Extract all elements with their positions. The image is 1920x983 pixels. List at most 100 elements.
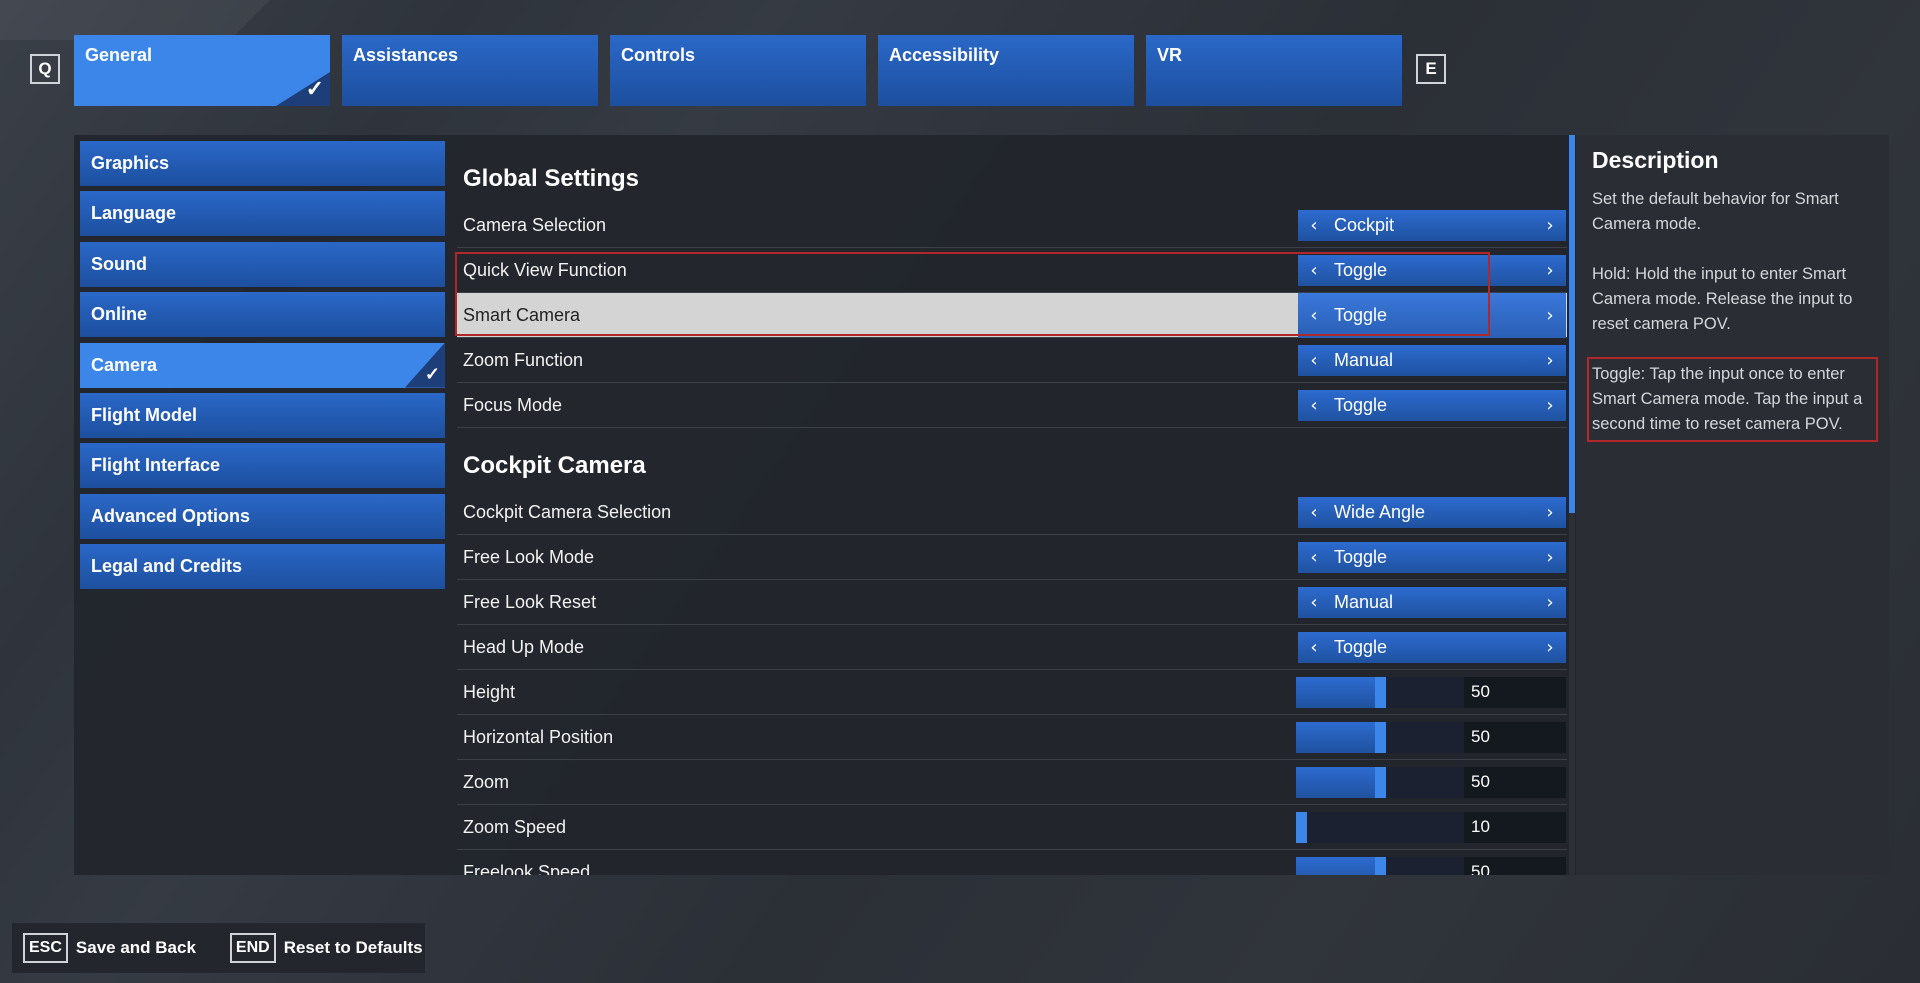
chevron-right-icon[interactable]: › [1546, 636, 1554, 658]
slider-handle[interactable] [1375, 856, 1386, 875]
slider[interactable]: 50 [1296, 856, 1566, 875]
chevron-right-icon[interactable]: › [1546, 214, 1554, 236]
setting-label: Horizontal Position [463, 726, 614, 747]
chevron-right-icon[interactable]: › [1546, 259, 1554, 281]
slider[interactable]: 50 [1296, 676, 1566, 708]
footer-bar: ESC Save and Back END Reset to Defaults [12, 923, 425, 973]
setting-row-height[interactable]: Height 50 [457, 670, 1567, 715]
sidebar-item-legal-and-credits[interactable]: Legal and Credits [80, 544, 445, 590]
button-label: Reset to Defaults [283, 938, 423, 957]
chevron-left-icon[interactable]: ‹ [1310, 546, 1318, 568]
chevron-right-icon[interactable]: › [1546, 304, 1554, 326]
key-badge: ESC [23, 933, 68, 963]
section-title-global: Global Settings [463, 165, 640, 192]
slider-track[interactable] [1296, 766, 1464, 798]
tab-assistances[interactable]: Assistances [342, 35, 598, 106]
slider-value[interactable]: 50 [1464, 766, 1566, 798]
sidebar-item-flight-interface[interactable]: Flight Interface [80, 443, 445, 489]
option-selector[interactable]: ‹ Toggle › [1298, 541, 1566, 573]
slider[interactable]: 50 [1296, 766, 1566, 798]
slider-value[interactable]: 50 [1464, 721, 1566, 753]
tab-label: Accessibility [889, 45, 1000, 65]
setting-label: Free Look Mode [463, 546, 595, 567]
setting-row-cockpit-camera-selection[interactable]: Cockpit Camera Selection ‹ Wide Angle › [457, 490, 1567, 535]
tab-general[interactable]: General ✓ [74, 35, 330, 106]
setting-row-camera-selection[interactable]: Camera Selection ‹ Cockpit › [457, 203, 1567, 248]
setting-row-focus-mode[interactable]: Focus Mode ‹ Toggle › [457, 383, 1567, 428]
slider-value[interactable]: 50 [1464, 676, 1566, 708]
chevron-right-icon[interactable]: › [1546, 546, 1554, 568]
option-selector[interactable]: ‹ Toggle › [1298, 631, 1566, 663]
slider-handle[interactable] [1375, 676, 1386, 708]
slider-track[interactable] [1296, 721, 1464, 753]
option-selector[interactable]: ‹ Wide Angle › [1298, 496, 1566, 528]
sidebar-item-label: Camera [91, 354, 158, 375]
option-selector[interactable]: ‹ Toggle › [1298, 254, 1566, 286]
sidebar-item-online[interactable]: Online [80, 292, 445, 338]
chevron-left-icon[interactable]: ‹ [1310, 259, 1318, 281]
setting-row-zoom[interactable]: Zoom 50 [457, 760, 1567, 805]
sidebar-item-flight-model[interactable]: Flight Model [80, 392, 445, 438]
setting-label: Height [463, 681, 516, 702]
slider[interactable]: 50 [1296, 721, 1566, 753]
slider-handle[interactable] [1375, 721, 1386, 753]
slider-value[interactable]: 10 [1464, 811, 1566, 843]
sidebar-item-label: Sound [91, 253, 147, 274]
sidebar-item-sound[interactable]: Sound [80, 241, 445, 287]
scrollbar-thumb[interactable] [1569, 135, 1575, 513]
option-selector[interactable]: ‹ Manual › [1298, 586, 1566, 618]
tab-label: General [85, 45, 153, 65]
option-value: Toggle [1334, 304, 1388, 325]
setting-row-horizontal-position[interactable]: Horizontal Position 50 [457, 715, 1567, 760]
key-badge: END [229, 933, 276, 963]
description-text: Set the default behavior for Smart Camer… [1592, 190, 1839, 233]
next-tab-key[interactable]: E [1416, 54, 1446, 84]
sidebar-item-language[interactable]: Language [80, 191, 445, 237]
slider-track[interactable] [1296, 811, 1464, 843]
tab-accessibility[interactable]: Accessibility [878, 35, 1134, 106]
checkmark-icon: ✓ [424, 363, 440, 384]
chevron-right-icon[interactable]: › [1546, 501, 1554, 523]
tab-vr[interactable]: VR [1146, 35, 1402, 106]
chevron-right-icon[interactable]: › [1546, 591, 1554, 613]
setting-row-head-up-mode[interactable]: Head Up Mode ‹ Toggle › [457, 625, 1567, 670]
chevron-right-icon[interactable]: › [1546, 394, 1554, 416]
tab-controls[interactable]: Controls [610, 35, 866, 106]
slider-track[interactable] [1296, 676, 1464, 708]
scrollbar[interactable] [1569, 135, 1575, 875]
setting-label: Head Up Mode [463, 636, 585, 657]
tab-label: VR [1157, 45, 1183, 65]
chevron-left-icon[interactable]: ‹ [1310, 636, 1318, 658]
setting-row-zoom-function[interactable]: Zoom Function ‹ Manual › [457, 338, 1567, 383]
chevron-left-icon[interactable]: ‹ [1310, 394, 1318, 416]
setting-row-freelook-speed[interactable]: Freelook Speed 50 [457, 850, 1567, 875]
setting-row-zoom-speed[interactable]: Zoom Speed 10 [457, 805, 1567, 850]
prev-tab-key[interactable]: Q [30, 54, 60, 84]
chevron-left-icon[interactable]: ‹ [1310, 349, 1318, 371]
sidebar-item-camera[interactable]: Camera ✓ [80, 342, 445, 388]
chevron-left-icon[interactable]: ‹ [1310, 304, 1318, 326]
sidebar-item-advanced-options[interactable]: Advanced Options [80, 493, 445, 539]
slider-track[interactable] [1296, 856, 1464, 875]
reset-to-defaults-button[interactable]: END Reset to Defaults [229, 933, 423, 963]
setting-label: Zoom [463, 771, 510, 792]
setting-row-smart-camera[interactable]: Smart Camera ‹ Toggle › [457, 292, 1567, 338]
option-selector[interactable]: ‹ Toggle › [1298, 389, 1566, 421]
setting-row-quick-view-function[interactable]: Quick View Function ‹ Toggle › [457, 248, 1567, 293]
setting-row-free-look-mode[interactable]: Free Look Mode ‹ Toggle › [457, 535, 1567, 580]
setting-row-free-look-reset[interactable]: Free Look Reset ‹ Manual › [457, 580, 1567, 625]
slider-value[interactable]: 50 [1464, 856, 1566, 875]
chevron-left-icon[interactable]: ‹ [1310, 501, 1318, 523]
slider-handle[interactable] [1375, 766, 1386, 798]
save-and-back-button[interactable]: ESC Save and Back [23, 933, 196, 963]
slider-handle[interactable] [1296, 811, 1307, 843]
chevron-left-icon[interactable]: ‹ [1310, 214, 1318, 236]
option-selector[interactable]: ‹ Cockpit › [1298, 209, 1566, 241]
settings-list: Global Settings Camera Selection ‹ Cockp… [457, 135, 1567, 875]
sidebar-item-graphics[interactable]: Graphics [80, 141, 445, 186]
option-selector[interactable]: ‹ Toggle › [1298, 292, 1566, 338]
chevron-right-icon[interactable]: › [1546, 349, 1554, 371]
chevron-left-icon[interactable]: ‹ [1310, 591, 1318, 613]
slider[interactable]: 10 [1296, 811, 1566, 843]
option-selector[interactable]: ‹ Manual › [1298, 344, 1566, 376]
